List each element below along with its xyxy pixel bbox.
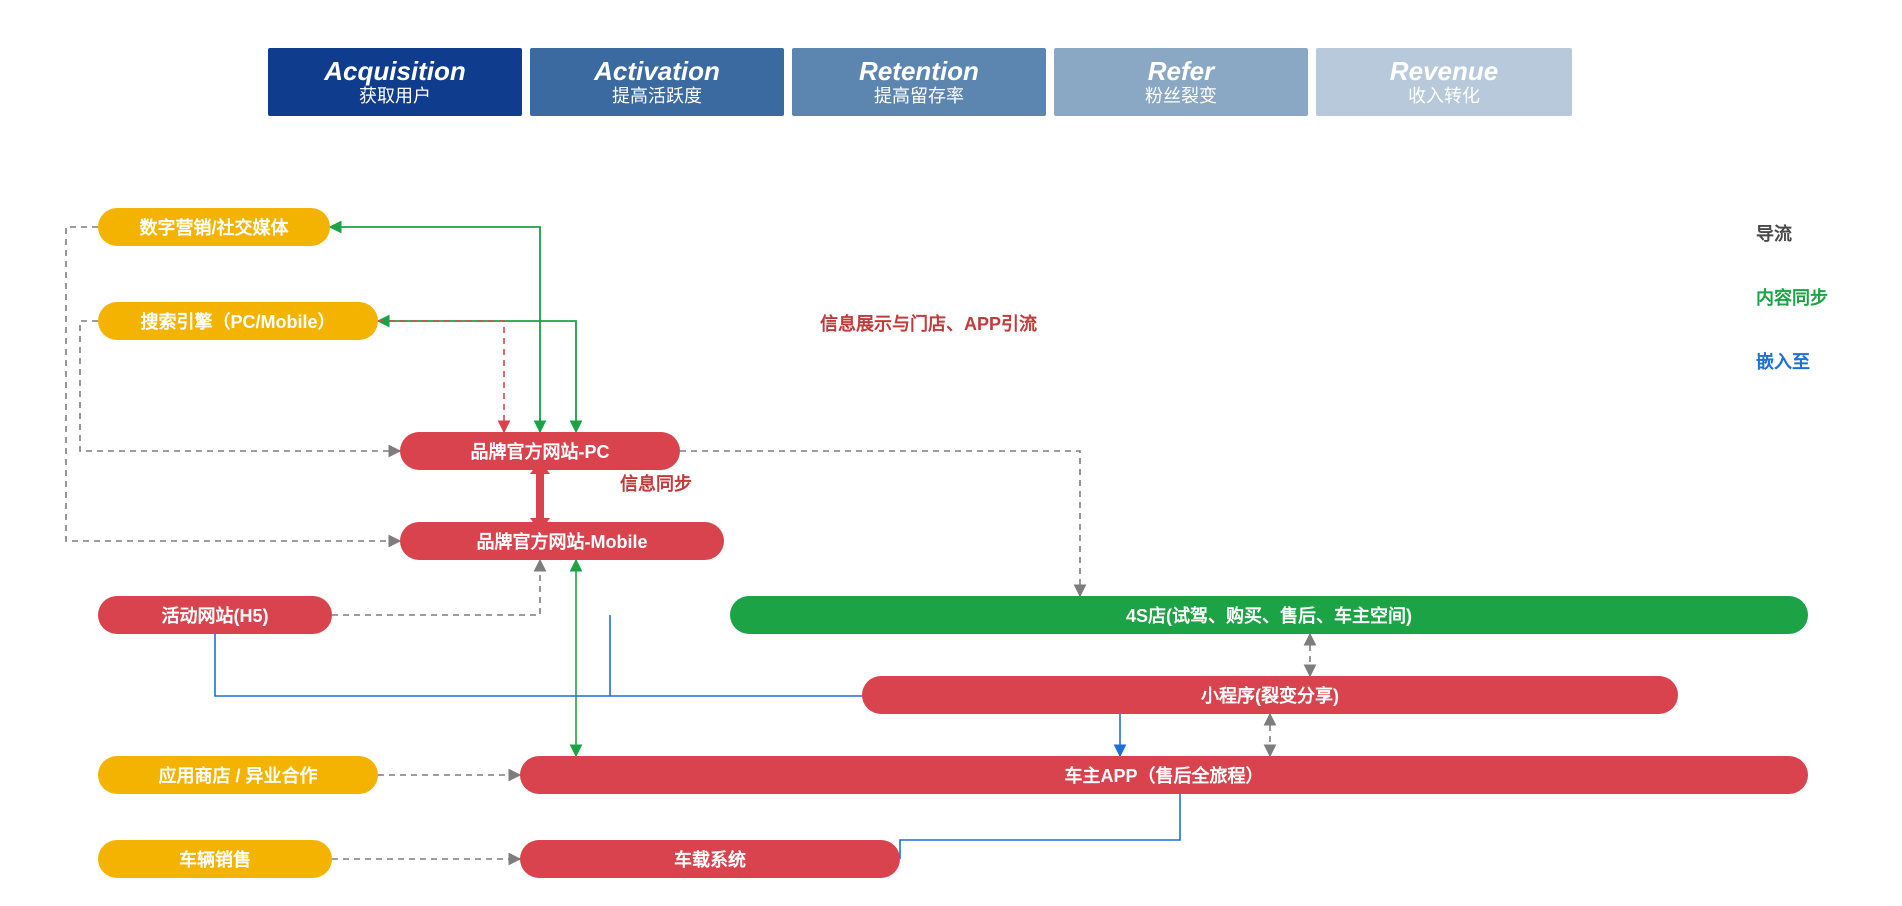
node-app-store: 应用商店 / 异业合作: [98, 756, 378, 794]
legend-content-sync: 内容同步: [1600, 284, 1860, 310]
header-zh: 收入转化: [1408, 86, 1480, 108]
legend-label: 内容同步: [1756, 284, 1828, 310]
legend-embed: 嵌入至: [1600, 348, 1860, 374]
diagram-canvas: { "colors": { "header_bg": ["#0f3c8c","#…: [0, 0, 1902, 906]
header-zh: 粉丝裂变: [1145, 86, 1217, 108]
header-acquisition: Acquisition 获取用户: [268, 48, 522, 116]
label-info-sync: 信息同步: [620, 470, 692, 496]
header-revenue: Revenue 收入转化: [1316, 48, 1572, 116]
header-en: Acquisition: [324, 57, 466, 86]
header-en: Refer: [1148, 57, 1214, 86]
node-car-system: 车载系统: [520, 840, 900, 878]
node-digital-marketing: 数字营销/社交媒体: [98, 208, 330, 246]
node-search-engine: 搜索引擎（PC/Mobile）: [98, 302, 378, 340]
node-car-sales: 车辆销售: [98, 840, 332, 878]
header-en: Revenue: [1390, 57, 1498, 86]
node-brand-mobile: 品牌官方网站-Mobile: [400, 522, 724, 560]
header-zh: 提高活跃度: [612, 86, 702, 108]
header-refer: Refer 粉丝裂变: [1054, 48, 1308, 116]
header-en: Activation: [594, 57, 720, 86]
node-event-site: 活动网站(H5): [98, 596, 332, 634]
header-activation: Activation 提高活跃度: [530, 48, 784, 116]
legend-label: 导流: [1756, 220, 1792, 246]
legend-traffic: 导流: [1600, 220, 1860, 246]
node-4s-store: 4S店(试驾、购买、售后、车主空间): [730, 596, 1808, 634]
header-zh: 提高留存率: [874, 86, 964, 108]
node-owner-app: 车主APP（售后全旅程）: [520, 756, 1808, 794]
node-brand-pc: 品牌官方网站-PC: [400, 432, 680, 470]
header-zh: 获取用户: [359, 86, 431, 108]
header-retention: Retention 提高留存率: [792, 48, 1046, 116]
node-miniapp: 小程序(裂变分享): [862, 676, 1678, 714]
header-en: Retention: [859, 57, 979, 86]
label-info-display: 信息展示与门店、APP引流: [820, 310, 1037, 336]
legend-label: 嵌入至: [1756, 348, 1810, 374]
